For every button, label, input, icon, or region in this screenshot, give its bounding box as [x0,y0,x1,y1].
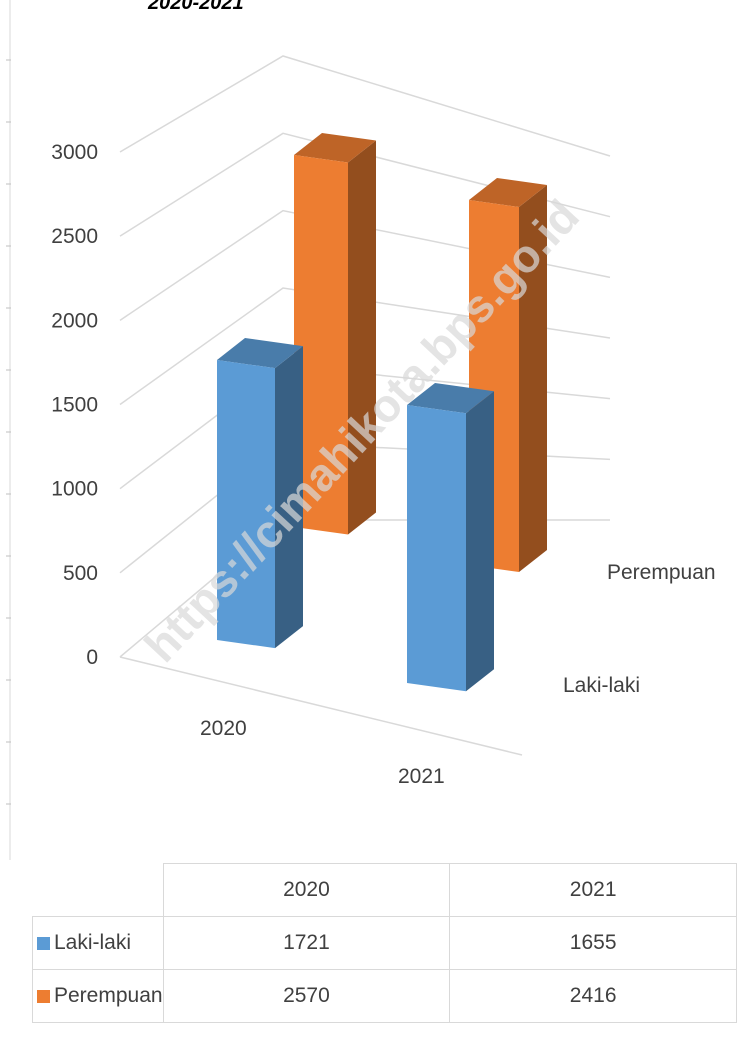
bar-laki-laki-2020 [217,338,303,649]
table-header-2020: 2020 [162,863,451,917]
left-border-ticks [6,0,11,860]
table-cell: 2416 [449,969,737,1023]
y-tick-label: 2500 [51,225,98,248]
bar-perempuan-2020 [294,133,376,535]
y-tick-label: 1000 [51,478,98,501]
bar-top [469,178,547,207]
legend-swatch-laki-laki [37,937,50,950]
x-axis-label-2020: 2020 [200,717,247,740]
depth-label-laki-laki: Laki-laki [563,674,640,697]
table-row: Perempuan 2570 2416 [32,969,737,1023]
bar-front [294,155,348,535]
data-table: 2020 2021 Laki-laki 1721 1655 Perempuan … [32,863,737,1023]
bar-front [407,405,466,692]
y-tick-label: 500 [63,562,98,585]
table-cell: 2570 [162,969,451,1023]
y-tick-label: 2000 [51,309,98,332]
table-row-label: Perempuan [32,969,164,1023]
y-tick-label: 1500 [51,394,98,417]
bar-side [275,346,303,649]
x-axis-label-2021: 2021 [398,765,445,788]
depth-label-perempuan: Perempuan [607,561,716,584]
table-cell: 1655 [449,916,737,970]
bar-top [407,383,494,414]
bar-side [466,391,494,692]
table-row: Laki-laki 1721 1655 [32,916,737,970]
bar-top [217,338,303,369]
chart-3d-bar: 0 500 1000 1500 2000 2500 3000 2020 2021 Perem… [6,0,716,860]
chart-title: 2020-2021 [148,0,244,14]
y-axis-ticks: 0 500 1000 1500 2000 2500 3000 [51,141,98,669]
gridline [119,55,611,157]
table-row-label-text: Laki-laki [54,931,132,954]
table-corner [32,863,164,917]
legend-swatch-perempuan [37,990,50,1003]
table-row-label-text: Perempuan [54,984,163,1007]
bar-side [348,140,376,535]
bar-side [519,185,547,572]
table-cell: 1721 [162,916,451,970]
bars [217,133,547,692]
table-header-row: 2020 2021 [32,863,737,917]
bar-front [217,360,275,649]
y-tick-label: 3000 [51,141,98,164]
table-row-label: Laki-laki [32,916,164,970]
bar-laki-laki-2021 [407,383,494,692]
table-header-2021: 2021 [449,863,737,917]
y-tick-label: 0 [86,646,98,669]
floor-front-edge [119,656,523,756]
bar-top [294,133,376,163]
